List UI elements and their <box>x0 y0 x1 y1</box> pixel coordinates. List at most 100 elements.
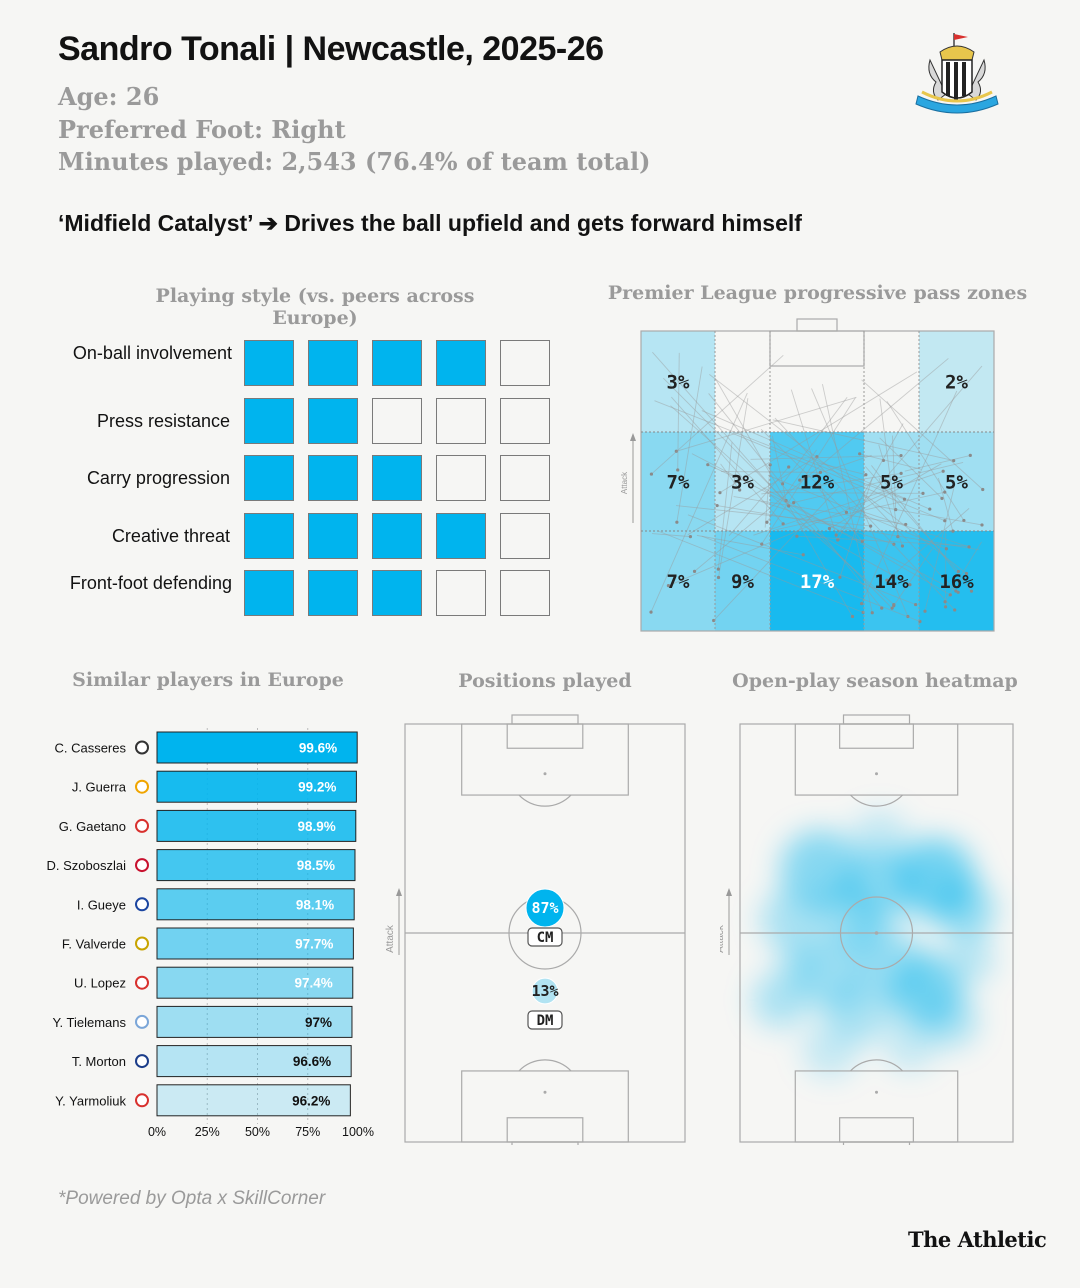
pass-origin <box>885 578 889 582</box>
pass-line <box>651 354 784 475</box>
position-name: CM <box>537 930 554 946</box>
pass-origin <box>943 605 948 609</box>
bar-value-label: 98.1% <box>296 897 334 912</box>
pass-origin <box>928 507 932 511</box>
bar <box>156 966 354 999</box>
pass-line <box>696 534 804 556</box>
pass-line <box>760 500 895 545</box>
pass-origin <box>850 614 855 619</box>
style-box-filled <box>244 570 294 616</box>
pass-origin <box>649 472 654 476</box>
pass-line <box>875 505 983 526</box>
attack-arrow-head <box>726 888 732 896</box>
pass-origin <box>914 602 918 607</box>
player-age: Age: 26 <box>58 82 160 111</box>
pass-origin <box>818 470 823 474</box>
pass-line <box>771 435 787 501</box>
pass-line <box>663 377 893 609</box>
pass-line <box>701 410 930 510</box>
club-badge-icon <box>135 1014 149 1029</box>
pass-origin <box>908 583 912 587</box>
pass-origin <box>765 520 769 524</box>
pass-zone-label: 5% <box>880 472 903 494</box>
pass-origin <box>760 542 764 546</box>
preferred-foot: Preferred Foot: Right <box>58 115 346 144</box>
bar <box>156 1005 353 1038</box>
pass-line <box>893 548 933 607</box>
penalty-arc-top <box>850 794 903 807</box>
pass-line <box>937 477 954 532</box>
positions-pitch: Attack 87% CM 13% DM <box>385 714 686 1145</box>
similar-players-title: Similar players in Europe <box>72 669 344 691</box>
footnote: *Powered by Opta x SkillCorner <box>58 1188 326 1209</box>
pass-line <box>837 423 904 540</box>
x-tick-label: 0% <box>148 1125 166 1139</box>
attack-arrow-head <box>396 888 402 896</box>
club-badge-icon <box>135 818 149 833</box>
pass-origin <box>906 614 910 619</box>
pass-origin <box>980 523 984 527</box>
pass-origin <box>881 458 886 463</box>
pass-origin <box>792 501 796 505</box>
pass-origin <box>706 463 710 467</box>
pass-line <box>694 358 949 572</box>
pass-line <box>652 351 790 507</box>
pass-line <box>861 390 958 604</box>
pass-line <box>733 496 906 525</box>
player-name: Y. Yarmoliuk <box>55 1093 126 1108</box>
pass-origin <box>859 602 864 606</box>
bar-value-label: 97.7% <box>295 937 333 952</box>
bar <box>156 888 355 921</box>
club-badge-icon <box>135 897 149 912</box>
pass-line <box>766 449 817 523</box>
pass-line <box>717 442 733 570</box>
pass-origin <box>956 569 961 574</box>
pass-line <box>835 365 983 536</box>
penalty-spot-top <box>875 772 878 776</box>
pass-line <box>760 428 847 513</box>
pass-line <box>774 417 956 611</box>
player-name: T. Morton <box>72 1054 126 1069</box>
pass-line <box>701 535 921 622</box>
pass-origin <box>675 520 679 524</box>
six-yard-box-top <box>839 723 914 749</box>
pass-line <box>862 492 957 592</box>
pass-origin <box>952 459 956 463</box>
position-pct: 13% <box>531 982 558 1000</box>
pass-line <box>764 464 771 528</box>
heat-blob <box>752 972 808 1028</box>
pass-origin <box>941 469 945 473</box>
centre-circle <box>839 896 914 970</box>
pass-zone-cell <box>641 531 715 631</box>
pass-zone-cell <box>770 531 864 631</box>
club-badge-icon <box>135 779 149 794</box>
pass-origin <box>712 618 716 623</box>
club-badge-icon <box>135 1093 149 1108</box>
pass-origin <box>858 452 862 456</box>
pass-line <box>865 466 959 572</box>
pass-line <box>709 374 967 574</box>
pass-origin <box>880 606 884 610</box>
minutes-played: Minutes played: 2,543 (76.4% of team tot… <box>58 147 651 176</box>
pass-line <box>871 465 972 592</box>
style-box-empty <box>500 340 550 386</box>
pass-line <box>750 455 902 460</box>
pass-line <box>687 514 916 605</box>
goal-bottom <box>842 1141 911 1145</box>
style-box-filled <box>244 512 294 559</box>
heat-blob <box>946 936 994 984</box>
pass-line <box>753 470 944 536</box>
pass-origin <box>967 545 971 549</box>
pass-origin <box>904 522 908 527</box>
pass-origin <box>838 575 842 579</box>
player-name: F. Valverde <box>62 937 126 952</box>
pass-origin <box>943 490 947 494</box>
pass-line <box>775 491 945 531</box>
pass-origin <box>864 473 868 477</box>
bar-value-label: 98.5% <box>297 858 335 873</box>
style-box-filled <box>308 397 358 444</box>
player-archetype: ‘Midfield Catalyst’ ➔ Drives the ball up… <box>58 210 802 236</box>
pass-origin <box>787 465 791 469</box>
player-name: J. Guerra <box>72 780 127 795</box>
pass-zone-cell <box>919 432 994 531</box>
